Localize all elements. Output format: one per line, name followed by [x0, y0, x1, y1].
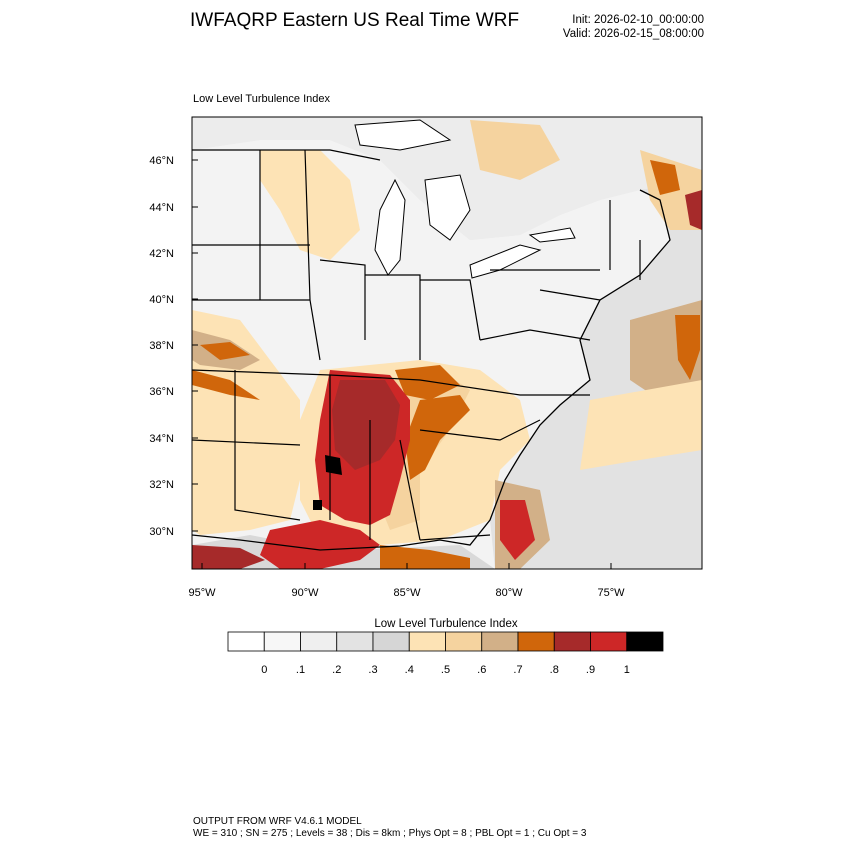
orange-atlantic [675, 315, 700, 380]
colorbar-labels: 0 .1 .2 .3 .4 .5 .6 .7 .8 .9 1 [261, 664, 630, 676]
red-gulf-west [192, 545, 265, 569]
colorbar-label: 0 [261, 664, 267, 676]
colorbar-label: .7 [513, 664, 522, 676]
colorbar-box [372, 631, 410, 652]
colorbar-label: .6 [477, 664, 486, 676]
colorbar-label: .1 [296, 664, 305, 676]
map-frame [191, 116, 703, 570]
tan-atlantic [580, 380, 702, 470]
dark-red-core [332, 380, 400, 470]
lon-label: 90°W [291, 587, 319, 599]
model-footer: OUTPUT FROM WRF V4.6.1 MODEL WE = 310 ; … [193, 816, 586, 840]
colorbar-label: .4 [405, 664, 414, 676]
lake-michigan [374, 178, 406, 276]
colorbar-box [553, 631, 591, 652]
lat-label: 32°N [149, 479, 174, 491]
orange-maine [650, 160, 680, 195]
lon-label: 75°W [597, 587, 625, 599]
time-info: Init: 2026-02-10_00:00:00 Valid: 2026-02… [563, 13, 704, 41]
lat-label: 40°N [149, 294, 174, 306]
orange-region-tennessee [405, 395, 470, 480]
chart-title: IWFAQRP Eastern US Real Time WRF [190, 10, 520, 31]
map-field [192, 117, 702, 569]
lon-label: 85°W [393, 587, 421, 599]
state-borders [192, 149, 641, 541]
colorbar-box [590, 631, 628, 652]
tan-region-canada [470, 120, 560, 180]
colorbar-title: Low Level Turbulence Index [374, 618, 518, 630]
footer-line-2: WE = 310 ; SN = 275 ; Levels = 38 ; Dis … [193, 828, 587, 839]
lat-label: 38°N [149, 340, 174, 352]
colorbar-box [481, 631, 519, 652]
orange-region-west [200, 342, 250, 360]
colorbar-label: .8 [550, 664, 559, 676]
colorbar-box [227, 631, 265, 652]
lat-label: 34°N [149, 433, 174, 445]
colorbar-label: .9 [586, 664, 595, 676]
colorbar-box [517, 631, 555, 652]
lake-superior [354, 119, 452, 151]
black-spot-2 [313, 500, 322, 510]
valid-time: Valid: 2026-02-15_08:00:00 [562, 28, 704, 40]
orange-gulf-east [380, 545, 470, 569]
coastline [192, 189, 671, 551]
turbulence-map: 46°N 44°N 42°N 40°N 38°N 36°N 34°N 32°N 30°N 95°… [149, 116, 703, 599]
colorbar-box [408, 631, 446, 652]
lat-label: 42°N [149, 248, 174, 260]
red-maine-coast [685, 190, 702, 230]
map-subtitle: Low Level Turbulence Index [193, 93, 330, 105]
init-time: Init: 2026-02-10_00:00:00 [572, 14, 704, 26]
orange-band-west [192, 370, 260, 400]
orange-region-kentucky [395, 365, 460, 400]
latitude-axis: 46°N 44°N 42°N 40°N 38°N 36°N 34°N 32°N 30°N [149, 155, 198, 538]
black-spot-1 [325, 455, 342, 475]
lake-huron [424, 174, 471, 241]
colorbar-box [263, 631, 301, 652]
lon-label: 95°W [188, 587, 216, 599]
lake-erie [469, 244, 542, 279]
colorbar-label: .5 [441, 664, 450, 676]
colorbar-box [300, 631, 338, 652]
footer-line-1: OUTPUT FROM WRF V4.6.1 MODEL [193, 816, 362, 827]
lat-label: 30°N [149, 526, 174, 538]
tan-region-north [260, 150, 360, 260]
lat-label: 44°N [149, 202, 174, 214]
colorbar-box [336, 631, 374, 652]
lon-label: 80°W [495, 587, 523, 599]
colorbar-label: 1 [624, 664, 630, 676]
colorbar-box [445, 631, 483, 652]
colorbar-label: .3 [368, 664, 377, 676]
lake-ontario [528, 227, 576, 243]
colorbar-box [626, 631, 664, 652]
lat-label: 46°N [149, 155, 174, 167]
lat-label: 36°N [149, 386, 174, 398]
longitude-axis: 95°W 90°W 85°W 80°W 75°W [188, 563, 625, 599]
red-offshore-florida [500, 500, 535, 560]
colorbar-boxes [227, 631, 664, 652]
colorbar-label: .2 [332, 664, 341, 676]
red-gulf-coast [260, 520, 380, 569]
